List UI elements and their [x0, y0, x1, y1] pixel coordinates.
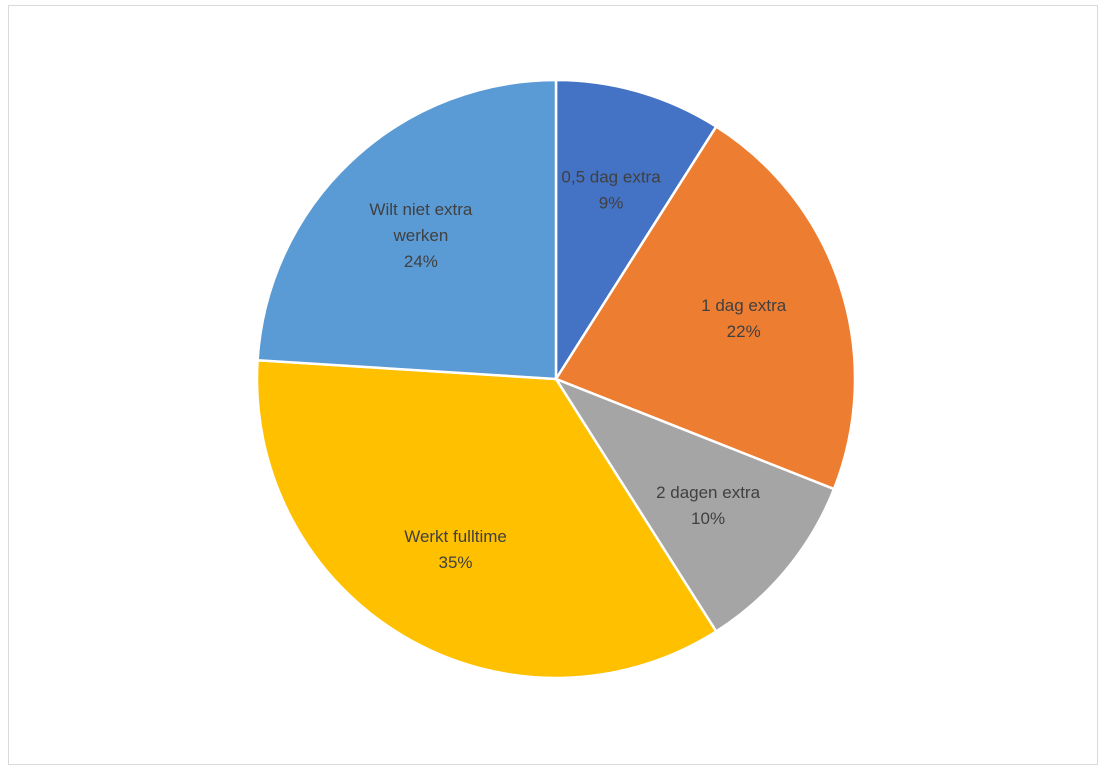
- pie-chart: 0,5 dag extra 9% 1 dag extra 22% 2 dagen ext…: [255, 78, 857, 680]
- slice-label-5: Wilt niet extra werken 24%: [369, 200, 473, 271]
- slice-label-2: 1 dag extra 22%: [701, 296, 787, 341]
- pie-slices: [255, 78, 857, 680]
- slice-label-line: werken: [393, 226, 449, 245]
- slice-label-4: Werkt fulltime 35%: [404, 527, 507, 572]
- pie-slice-1: [554, 78, 718, 384]
- pie-slice-5: [256, 78, 558, 381]
- slice-label-line: 35%: [439, 553, 473, 572]
- slice-label-1: 0,5 dag extra 9%: [561, 167, 661, 212]
- slice-label-line: 9%: [599, 193, 624, 212]
- slice-label-3: 2 dagen extra 10%: [656, 483, 761, 528]
- slice-label-line: 10%: [691, 509, 725, 528]
- slice-label-line: 2 dagen extra: [656, 483, 761, 502]
- slice-label-line: 1 dag extra: [701, 296, 787, 315]
- pie-slice-4: [255, 358, 718, 680]
- slice-label-line: Werkt fulltime: [404, 527, 507, 546]
- pie-data-labels: 0,5 dag extra 9% 1 dag extra 22% 2 dagen ext…: [369, 167, 786, 571]
- slice-label-line: Wilt niet extra: [369, 200, 473, 219]
- pie-slice-3: [552, 376, 836, 634]
- slice-label-line: 22%: [727, 322, 761, 341]
- slice-label-line: 24%: [404, 252, 438, 271]
- slice-label-line: 0,5 dag extra: [561, 167, 661, 186]
- pie-slice-2: [554, 124, 857, 491]
